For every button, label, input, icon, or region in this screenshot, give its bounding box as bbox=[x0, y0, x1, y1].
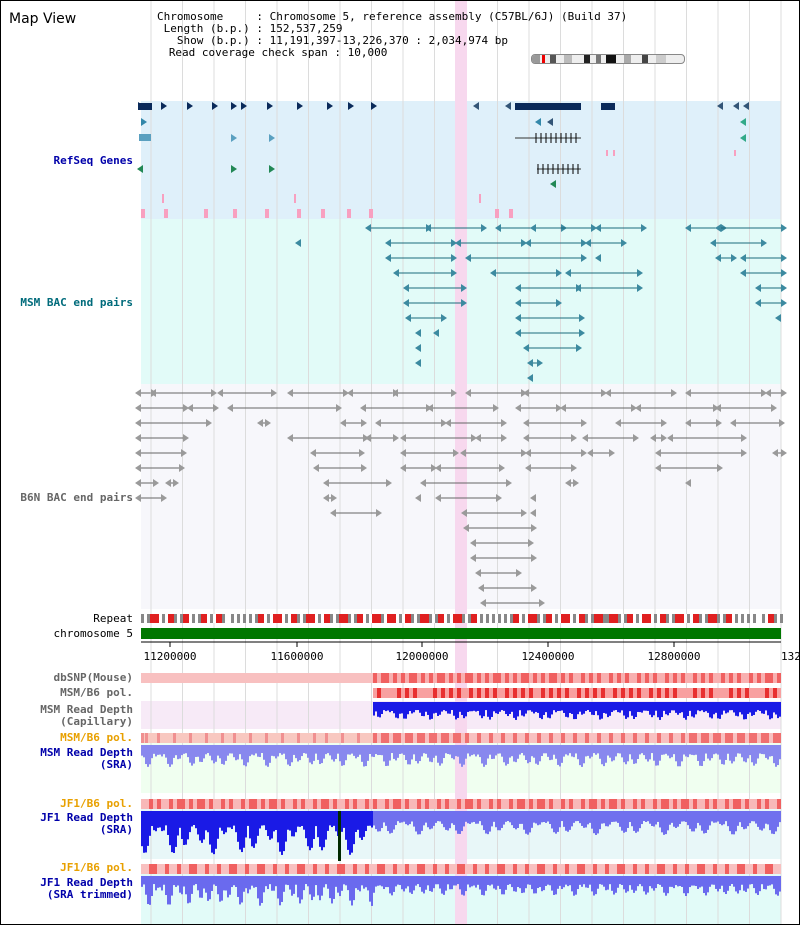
track-label-msm-b6-pol2: MSM/B6 pol. bbox=[60, 731, 133, 744]
track-label-refseq: RefSeq Genes bbox=[53, 154, 133, 167]
selection-highlight bbox=[455, 1, 467, 924]
info-block: Chromosome : Chromosome 5, reference ass… bbox=[151, 11, 627, 59]
chromosome-ideogram[interactable] bbox=[531, 54, 685, 64]
info-value: 11,191,397-13,226,370 : 2,034,974 bp bbox=[269, 34, 509, 47]
axis-tick-label: 11200000 bbox=[143, 650, 197, 663]
axis-tick-label: 1320 bbox=[781, 650, 799, 663]
track-label-msm-b6-pol: MSM/B6 pol. bbox=[60, 686, 133, 699]
label-line: JF1 Read Depth bbox=[40, 811, 133, 824]
info-row-length: Length (b.p.) : 152,537,259 bbox=[151, 23, 627, 35]
info-row-chromosome: Chromosome : Chromosome 5, reference ass… bbox=[151, 11, 627, 23]
info-row-show: Show (b.p.) : 11,191,397-13,226,370 : 2,… bbox=[151, 35, 627, 47]
info-label: Show (b.p.) : bbox=[176, 34, 263, 47]
track-label-jf1-b6-pol: JF1/B6 pol. bbox=[60, 797, 133, 810]
label-line: (SRA trimmed) bbox=[46, 888, 133, 901]
track-label-msm-depth-sra: MSM Read Depth (SRA) bbox=[40, 747, 133, 771]
label-line: JF1 Read Depth bbox=[40, 876, 133, 889]
track-label-dbsnp: dbSNP(Mouse) bbox=[53, 671, 133, 684]
track-label-repeat: Repeat bbox=[93, 612, 133, 625]
track-label-jf1-depth-trim: JF1 Read Depth (SRA trimmed) bbox=[40, 877, 133, 901]
label-line: MSM Read Depth bbox=[40, 703, 133, 716]
chromosome-bar bbox=[141, 628, 781, 639]
label-line: (SRA) bbox=[99, 823, 133, 836]
track-label-msm-depth-cap: MSM Read Depth (Capillary) bbox=[40, 704, 133, 728]
track-label-jf1-depth-sra: JF1 Read Depth (SRA) bbox=[40, 812, 133, 836]
label-line: MSM Read Depth bbox=[40, 746, 133, 759]
axis-tick-label: 11600000 bbox=[270, 650, 324, 663]
info-row-coverage: Read coverage check span : 10,000 bbox=[151, 47, 627, 59]
info-value: Chromosome 5, reference assembly (C57BL/… bbox=[269, 10, 628, 23]
info-value: 10,000 bbox=[347, 46, 388, 59]
info-label: Read coverage check span : bbox=[168, 46, 341, 59]
track-label-jf1-b6-pol2: JF1/B6 pol. bbox=[60, 861, 133, 874]
axis-tick-label: 12000000 bbox=[395, 650, 449, 663]
info-value: 152,537,259 bbox=[269, 22, 343, 35]
info-label: Chromosome : bbox=[157, 10, 263, 23]
track-label-msm-bac: MSM BAC end pairs bbox=[20, 296, 133, 309]
track-label-b6n-bac: B6N BAC end pairs bbox=[20, 491, 133, 504]
info-label: Length (b.p.) : bbox=[163, 22, 263, 35]
axis-tick-label: 12800000 bbox=[647, 650, 701, 663]
axis-tick-label: 12400000 bbox=[521, 650, 575, 663]
track-label-chromosome: chromosome 5 bbox=[53, 627, 133, 640]
label-line: (Capillary) bbox=[60, 715, 133, 728]
label-line: (SRA) bbox=[99, 758, 133, 771]
view-title: Map View bbox=[9, 11, 77, 27]
